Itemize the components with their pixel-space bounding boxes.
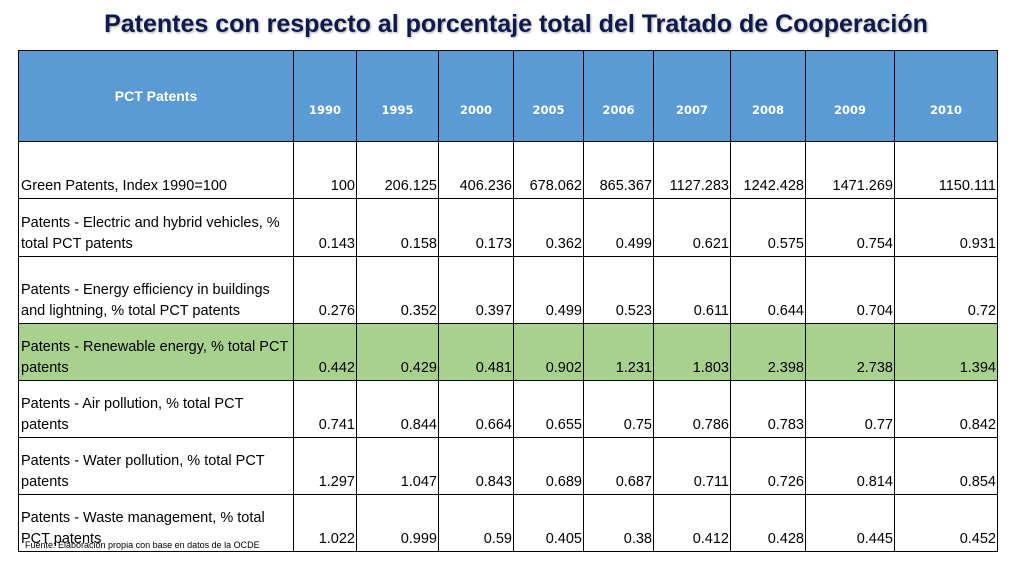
header-year: 1995	[356, 50, 439, 142]
table-cell: 1471.269	[805, 141, 895, 199]
table-cell: 0.754	[805, 198, 895, 257]
table-cell: 0.362	[513, 198, 584, 257]
table-cell: 0.655	[513, 380, 584, 438]
table-cell: 0.711	[653, 437, 731, 495]
table-cell: 0.575	[730, 198, 806, 257]
table-cell: 0.854	[894, 437, 998, 495]
slide-title: Patentes con respecto al porcentaje tota…	[104, 10, 928, 38]
table-cell: 1242.428	[730, 141, 806, 199]
table-cell: 0.844	[356, 380, 439, 438]
table-cell: 1.047	[356, 437, 439, 495]
table-cell: 0.158	[356, 198, 439, 257]
header-year: 2000	[438, 50, 514, 142]
table-row-electric-vehicles: Patents - Electric and hybrid vehicles, …	[18, 198, 998, 257]
table-cell: 0.429	[356, 323, 439, 381]
table-cell: 0.77	[805, 380, 895, 438]
row-label: Patents - Electric and hybrid vehicles, …	[18, 198, 294, 257]
table-cell: 0.814	[805, 437, 895, 495]
table-cell: 0.143	[293, 198, 357, 257]
table-cell: 0.664	[438, 380, 514, 438]
pct-patents-table: PCT Patents 1990 1995 2000 2005 2006 200…	[18, 50, 998, 552]
header-year: 2006	[583, 50, 654, 142]
table-cell: 0.687	[583, 437, 654, 495]
table-cell: 1.803	[653, 323, 731, 381]
table-cell: 0.931	[894, 198, 998, 257]
table-cell: 865.367	[583, 141, 654, 199]
table-cell: 1150.111	[894, 141, 998, 199]
table-cell: 1.394	[894, 323, 998, 381]
source-note: Fuente: Elaboración propia con base en d…	[25, 540, 260, 550]
header-year: 2007	[653, 50, 731, 142]
table-cell: 0.611	[653, 256, 731, 324]
header-year: 2010	[894, 50, 998, 142]
row-label: Patents - Water pollution, % total PCT p…	[18, 437, 294, 495]
table-cell: 0.445	[805, 494, 895, 552]
table-cell: 1.231	[583, 323, 654, 381]
row-label: Patents - Waste management, % total PCT …	[18, 494, 294, 552]
row-label: Green Patents, Index 1990=100	[18, 141, 294, 199]
table-cell: 0.783	[730, 380, 806, 438]
table-row-air-pollution: Patents - Air pollution, % total PCT pat…	[18, 380, 998, 438]
table-cell: 0.412	[653, 494, 731, 552]
table-cell: 0.499	[583, 198, 654, 257]
table-cell: 0.786	[653, 380, 731, 438]
table-cell: 0.902	[513, 323, 584, 381]
table-cell: 0.999	[356, 494, 439, 552]
table-cell: 0.726	[730, 437, 806, 495]
table-row-water-pollution: Patents - Water pollution, % total PCT p…	[18, 437, 998, 495]
table-cell: 0.741	[293, 380, 357, 438]
table-cell: 1.297	[293, 437, 357, 495]
row-label: Patents - Energy efficiency in buildings…	[18, 256, 294, 324]
table-cell: 0.59	[438, 494, 514, 552]
table-cell: 0.644	[730, 256, 806, 324]
table-cell: 0.442	[293, 323, 357, 381]
header-year: 2009	[805, 50, 895, 142]
table-row-renewable-energy: Patents - Renewable energy, % total PCT …	[18, 323, 998, 381]
header-year: 2008	[730, 50, 806, 142]
table-cell: 0.843	[438, 437, 514, 495]
table-row-green-patents: Green Patents, Index 1990=100 100 206.12…	[18, 141, 998, 199]
table-cell: 1.022	[293, 494, 357, 552]
table-cell: 0.276	[293, 256, 357, 324]
table-cell: 406.236	[438, 141, 514, 199]
header-year: 2005	[513, 50, 584, 142]
table-cell: 206.125	[356, 141, 439, 199]
header-row: PCT Patents 1990 1995 2000 2005 2006 200…	[18, 50, 998, 142]
table-cell: 0.499	[513, 256, 584, 324]
table-cell: 0.842	[894, 380, 998, 438]
table-cell: 0.72	[894, 256, 998, 324]
table-cell: 0.523	[583, 256, 654, 324]
table-cell: 0.689	[513, 437, 584, 495]
table-cell: 0.38	[583, 494, 654, 552]
table-cell: 100	[293, 141, 357, 199]
table-cell: 0.481	[438, 323, 514, 381]
table-cell: 0.397	[438, 256, 514, 324]
table-row-waste-management: Patents - Waste management, % total PCT …	[18, 494, 998, 552]
table-cell: 2.398	[730, 323, 806, 381]
table-cell: 0.405	[513, 494, 584, 552]
header-label: PCT Patents	[18, 50, 294, 142]
table-cell: 0.704	[805, 256, 895, 324]
table-cell: 0.428	[730, 494, 806, 552]
row-label: Patents - Air pollution, % total PCT pat…	[18, 380, 294, 438]
table-cell: 0.352	[356, 256, 439, 324]
table-cell: 0.75	[583, 380, 654, 438]
table-cell: 1127.283	[653, 141, 731, 199]
table-row-energy-efficiency: Patents - Energy efficiency in buildings…	[18, 256, 998, 324]
table-cell: 2.738	[805, 323, 895, 381]
table-cell: 0.173	[438, 198, 514, 257]
table-cell: 0.621	[653, 198, 731, 257]
table-cell: 678.062	[513, 141, 584, 199]
table-cell: 0.452	[894, 494, 998, 552]
row-label: Patents - Renewable energy, % total PCT …	[18, 323, 294, 381]
header-year: 1990	[293, 50, 357, 142]
